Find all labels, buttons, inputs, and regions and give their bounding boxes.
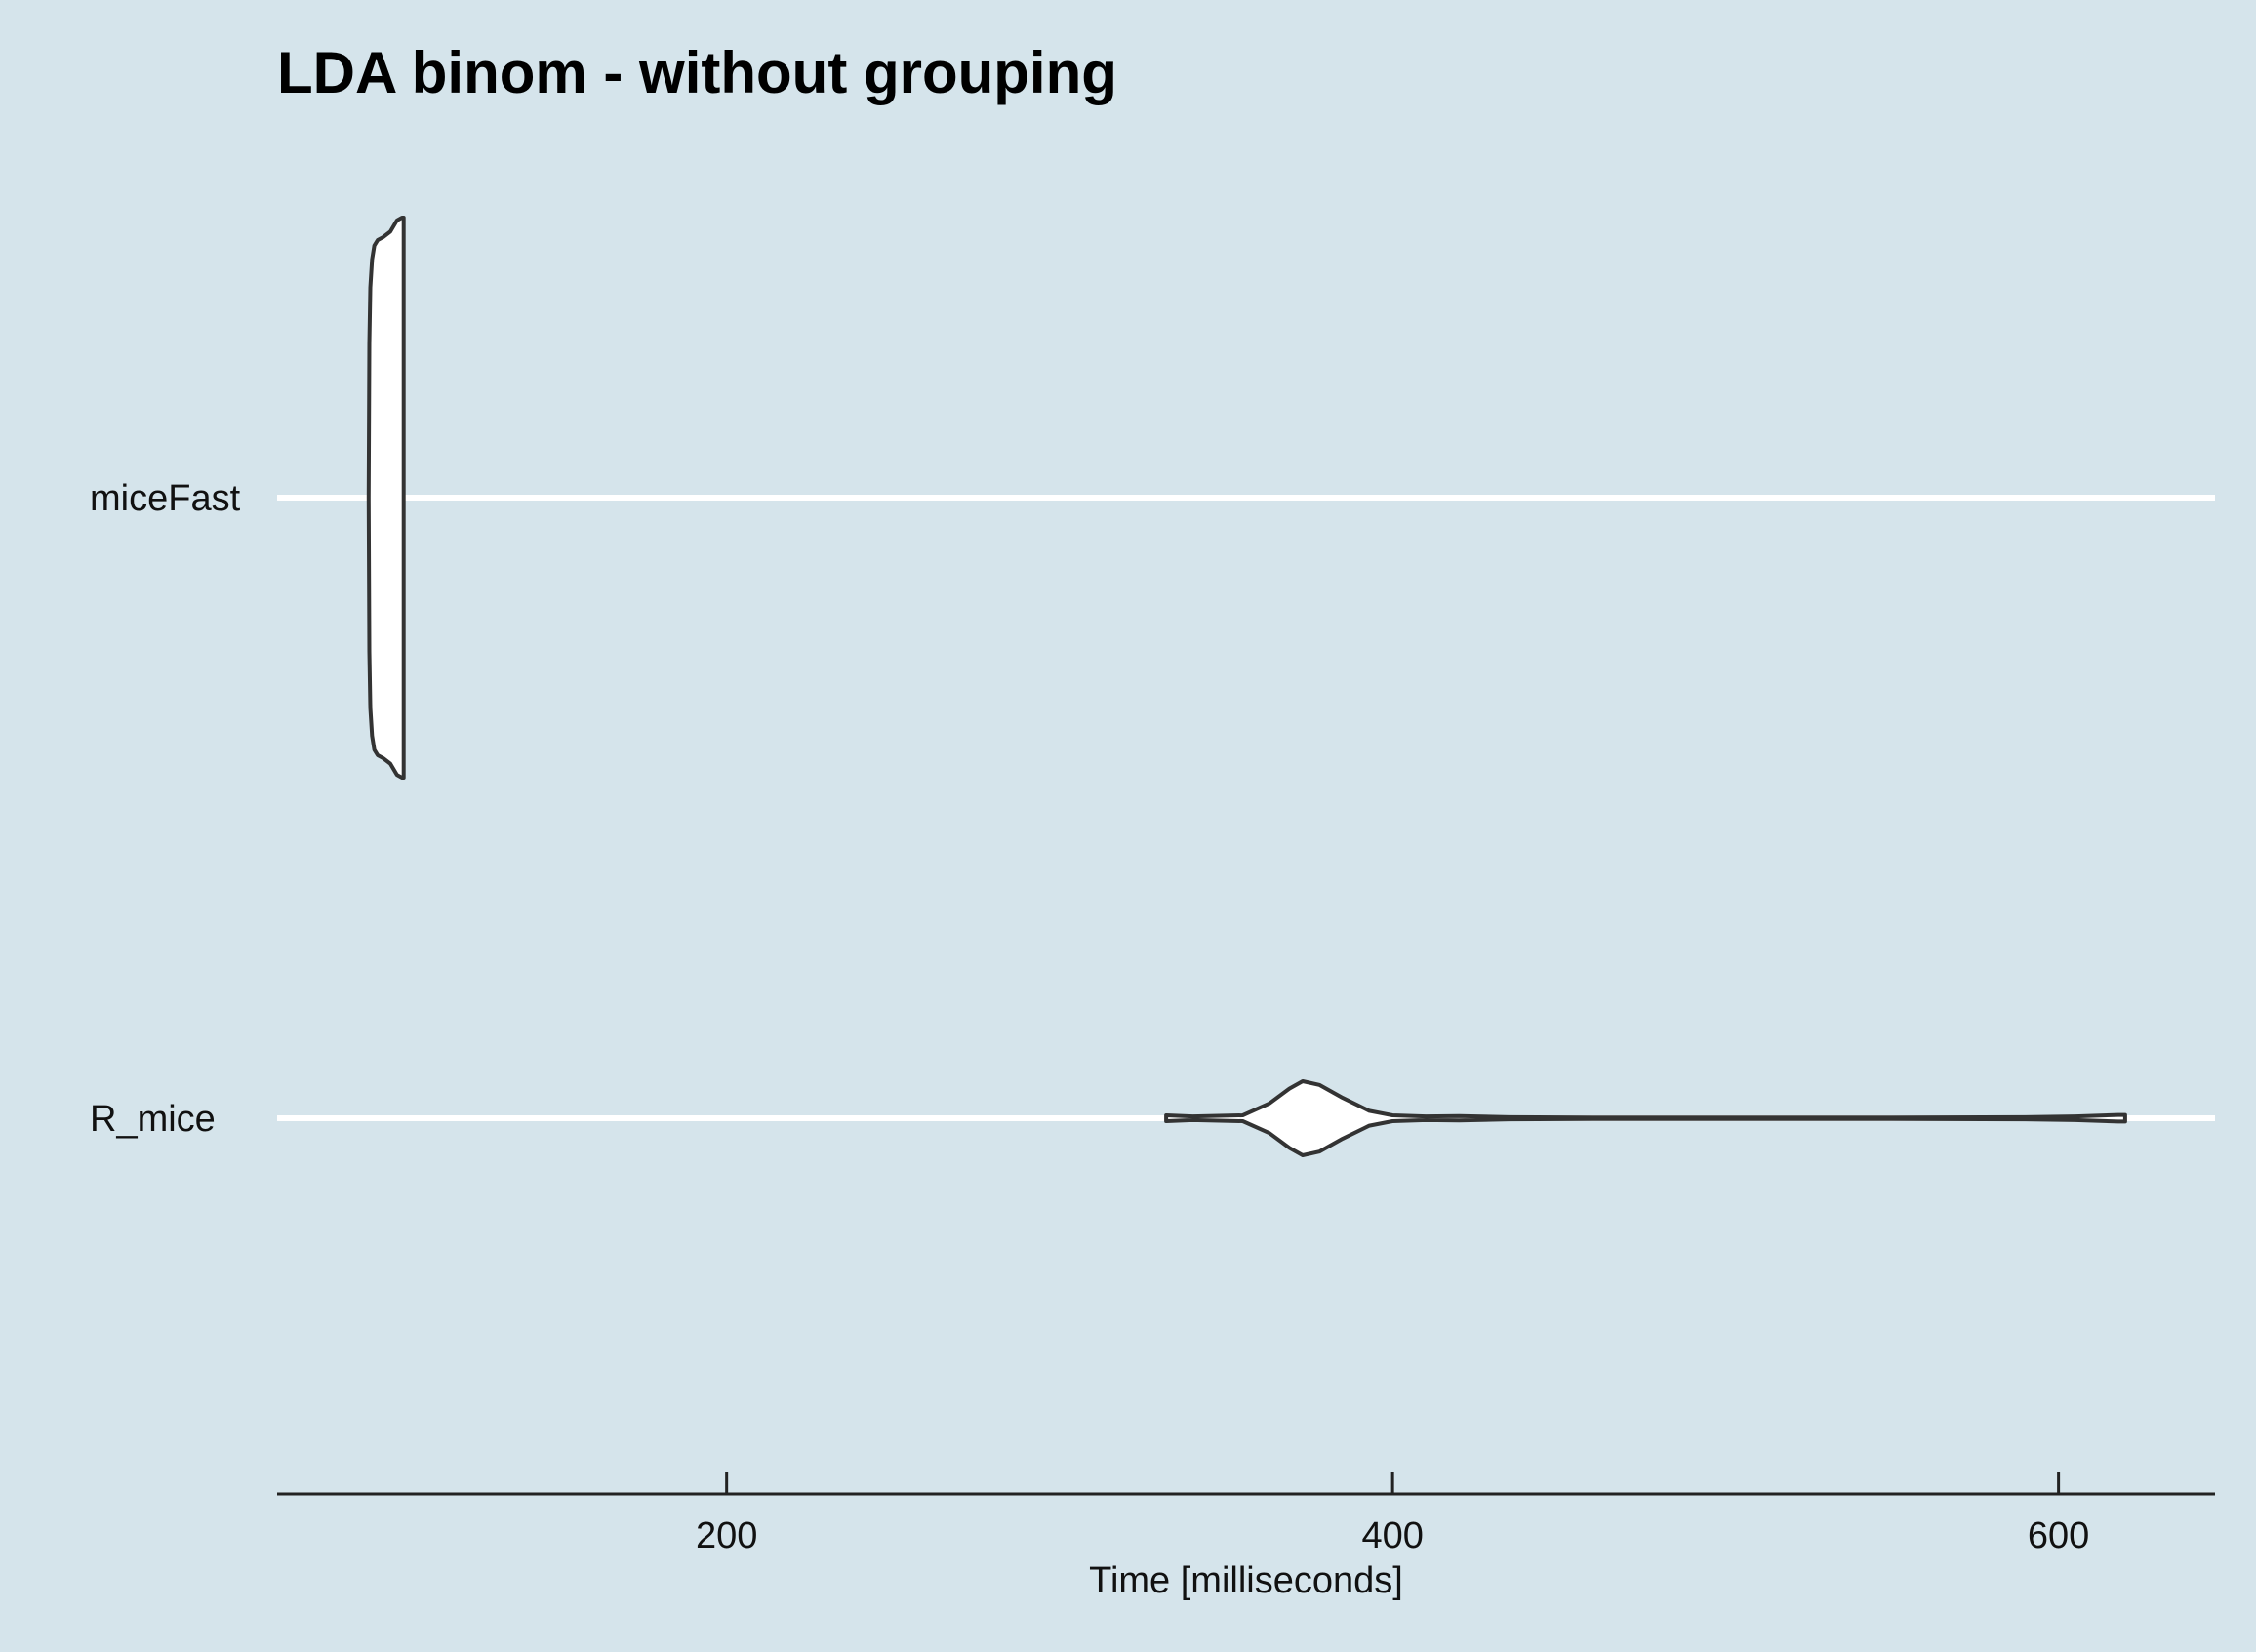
x-tick-label-400: 400 — [1361, 1515, 1423, 1556]
category-label-R_mice: R_mice — [90, 1099, 216, 1140]
violin-miceFast — [366, 216, 406, 780]
violin-R_mice — [1164, 1079, 2127, 1157]
x-axis-title: Time [milliseconds] — [1089, 1560, 1403, 1601]
category-labels: miceFast R_mice — [90, 478, 241, 1140]
x-tick-label-600: 600 — [2028, 1515, 2089, 1556]
category-label-miceFast: miceFast — [90, 478, 241, 519]
chart-title: LDA binom - without grouping — [277, 40, 1117, 105]
x-axis-ticks: 200 400 600 — [696, 1472, 2089, 1556]
violins — [366, 216, 2127, 1157]
x-tick-label-200: 200 — [696, 1515, 757, 1556]
